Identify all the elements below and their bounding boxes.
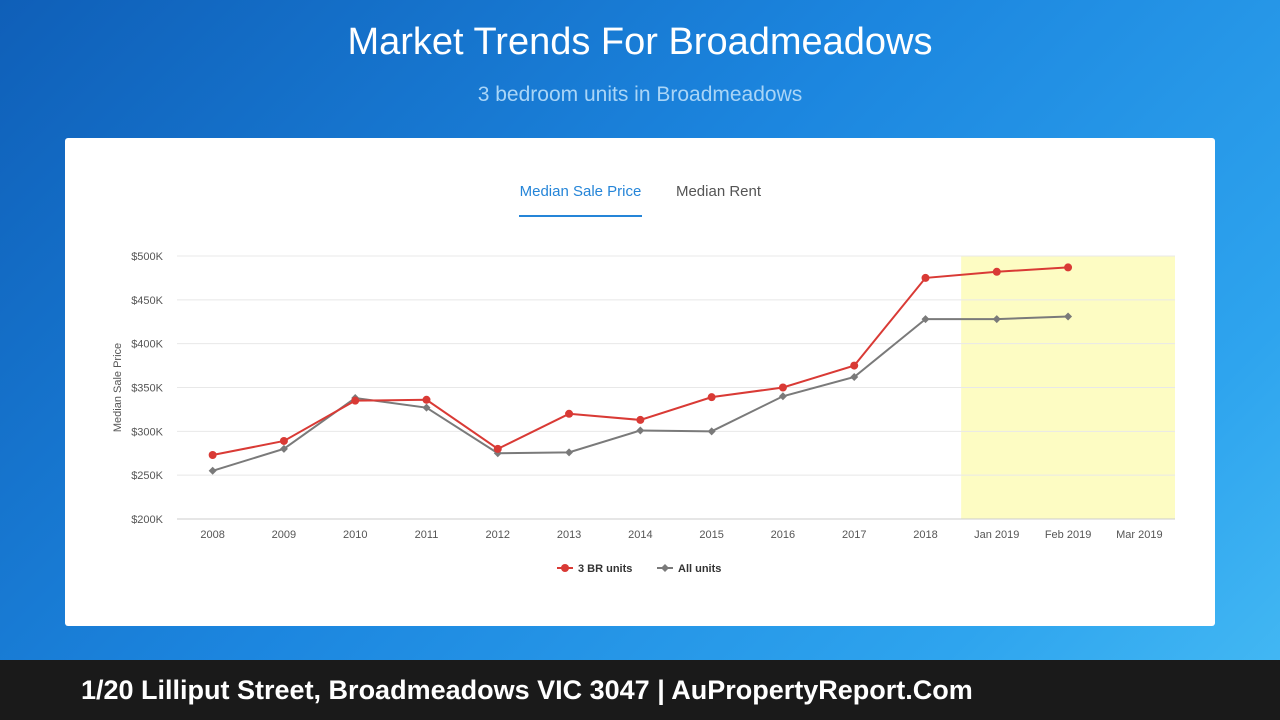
data-point (279, 444, 288, 453)
data-point (921, 273, 930, 282)
y-tick-label: $300K (131, 426, 163, 438)
data-point (1064, 312, 1073, 321)
chart-tabs: Median Sale Price Median Rent (65, 183, 1215, 217)
x-tick-label: 2015 (699, 529, 723, 541)
legend-marker (561, 564, 569, 572)
x-tick-label: 2017 (842, 529, 866, 541)
x-tick-label: Mar 2019 (1116, 529, 1162, 541)
x-tick-label: Jan 2019 (974, 529, 1019, 541)
data-point (992, 315, 1001, 324)
legend-marker (661, 564, 669, 572)
page-title: Market Trends For Broadmeadows (347, 21, 933, 63)
x-tick-label: 2009 (272, 529, 296, 541)
data-point (208, 451, 217, 460)
data-point (422, 403, 431, 412)
x-tick-label: 2018 (913, 529, 937, 541)
tab-median-sale-price[interactable]: Median Sale Price (519, 183, 642, 217)
x-tick-label: Feb 2019 (1045, 529, 1091, 541)
data-point (707, 427, 716, 436)
y-axis-label: Median Sale Price (112, 343, 124, 432)
y-tick-label: $400K (131, 339, 163, 351)
y-tick-label: $450K (131, 295, 163, 307)
chart-card: Median Sale Price Median Rent $200K $250K… (65, 138, 1215, 626)
data-point (707, 393, 716, 402)
data-point (992, 267, 1001, 276)
y-tick-label: $250K (131, 470, 163, 482)
data-point (208, 466, 217, 475)
data-point (636, 415, 645, 424)
footer-address: 1/20 Lilliput Street, Broadmeadows VIC 3… (81, 675, 973, 705)
data-point (565, 409, 574, 418)
tab-median-rent[interactable]: Median Rent (675, 183, 762, 200)
series-line-all (212, 315, 1069, 472)
x-tick-label: 2016 (771, 529, 795, 541)
x-tick-label: 2013 (557, 529, 581, 541)
data-point (351, 396, 360, 405)
x-tick-label: 2011 (415, 529, 439, 541)
data-point (850, 361, 859, 370)
y-tick-label: $350K (131, 383, 163, 395)
x-tick-label: 2012 (486, 529, 510, 541)
data-point (279, 436, 288, 445)
x-tick-label: 2008 (200, 529, 224, 541)
data-point (778, 392, 787, 401)
data-point (565, 448, 574, 457)
y-tick-label: $200K (131, 514, 163, 526)
data-point (422, 395, 431, 404)
data-point (636, 426, 645, 435)
footer-bar: 1/20 Lilliput Street, Broadmeadows VIC 3… (0, 660, 1280, 720)
x-tick-label: 2014 (628, 529, 652, 541)
legend-label: All units (678, 563, 721, 575)
data-point (778, 383, 787, 392)
data-point (493, 444, 502, 453)
legend-label: 3 BR units (578, 563, 632, 575)
page-subtitle: 3 bedroom units in Broadmeadows (477, 83, 803, 106)
y-tick-label: $500K (131, 251, 163, 263)
x-tick-label: 2010 (343, 529, 367, 541)
price-chart: $200K $250K $300K $350K $400K $450K $500K Media… (112, 251, 1175, 575)
data-point (1064, 263, 1073, 272)
data-point (850, 372, 859, 381)
data-point (921, 315, 930, 324)
